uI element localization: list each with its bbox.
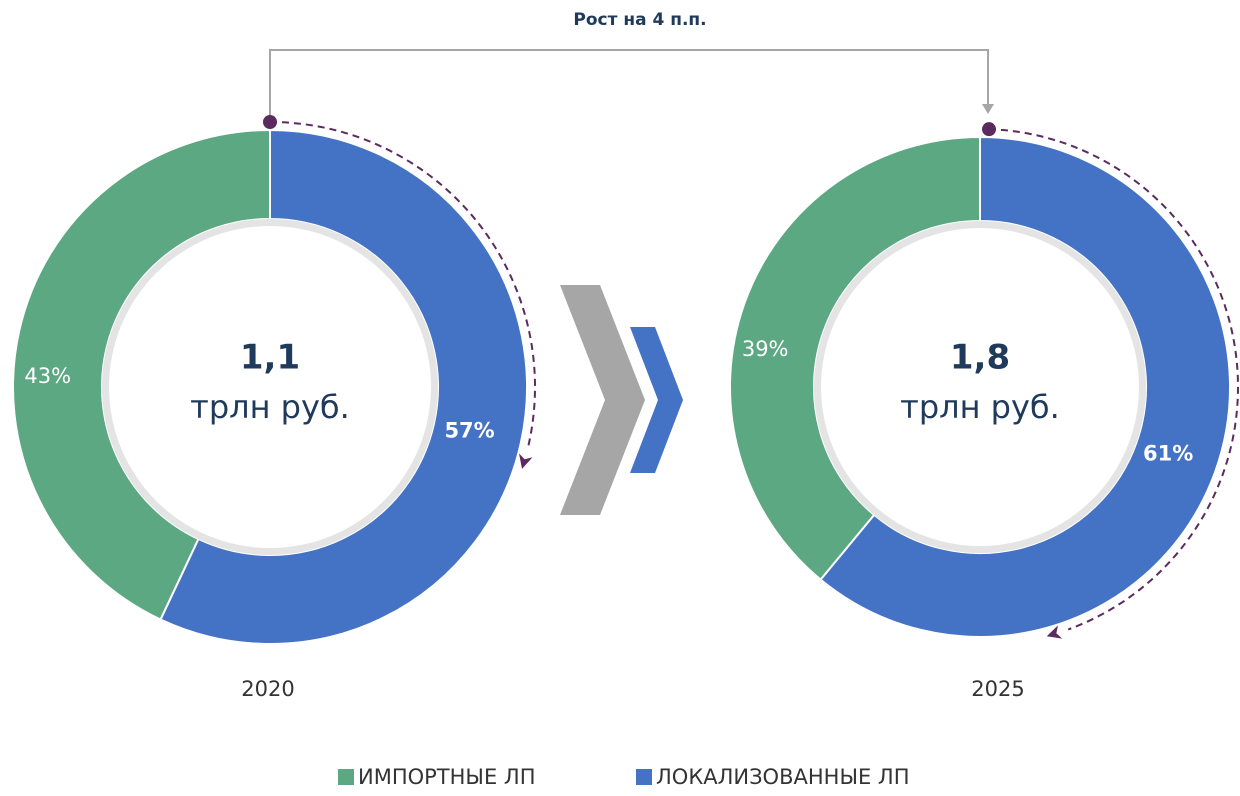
connector (269, 49, 989, 125)
legend-label: ИМПОРТНЫЕ ЛП (358, 765, 536, 789)
center-value: 1,8 (950, 338, 1010, 378)
inner-circle (109, 226, 431, 548)
chevron (630, 327, 683, 473)
arc-arrow (519, 453, 533, 469)
center-value: 1,1 (240, 338, 300, 378)
center-unit: трлн руб. (900, 388, 1060, 426)
annotation: Рост на 4 п.п. (573, 10, 706, 30)
chart-label: 2025 (971, 677, 1024, 701)
legend-swatch (338, 769, 354, 785)
chevron (560, 285, 645, 515)
value-label: 57% (444, 419, 494, 443)
legend-swatch (636, 769, 652, 785)
center-unit: трлн руб. (190, 388, 350, 426)
value-label: 43% (24, 364, 71, 388)
value-label: 61% (1143, 442, 1193, 466)
value-label: 39% (742, 337, 789, 361)
inner-circle (821, 228, 1139, 546)
connector-arrow (982, 104, 994, 114)
legend-label: ЛОКАЛИЗОВАННЫЕ ЛП (656, 765, 910, 789)
arc-start-dot (263, 115, 277, 129)
arc-start-dot (982, 122, 997, 137)
dashed-arc (988, 128, 1239, 631)
chart-label: 2020 (241, 677, 294, 701)
arc-arrow (1046, 625, 1063, 639)
